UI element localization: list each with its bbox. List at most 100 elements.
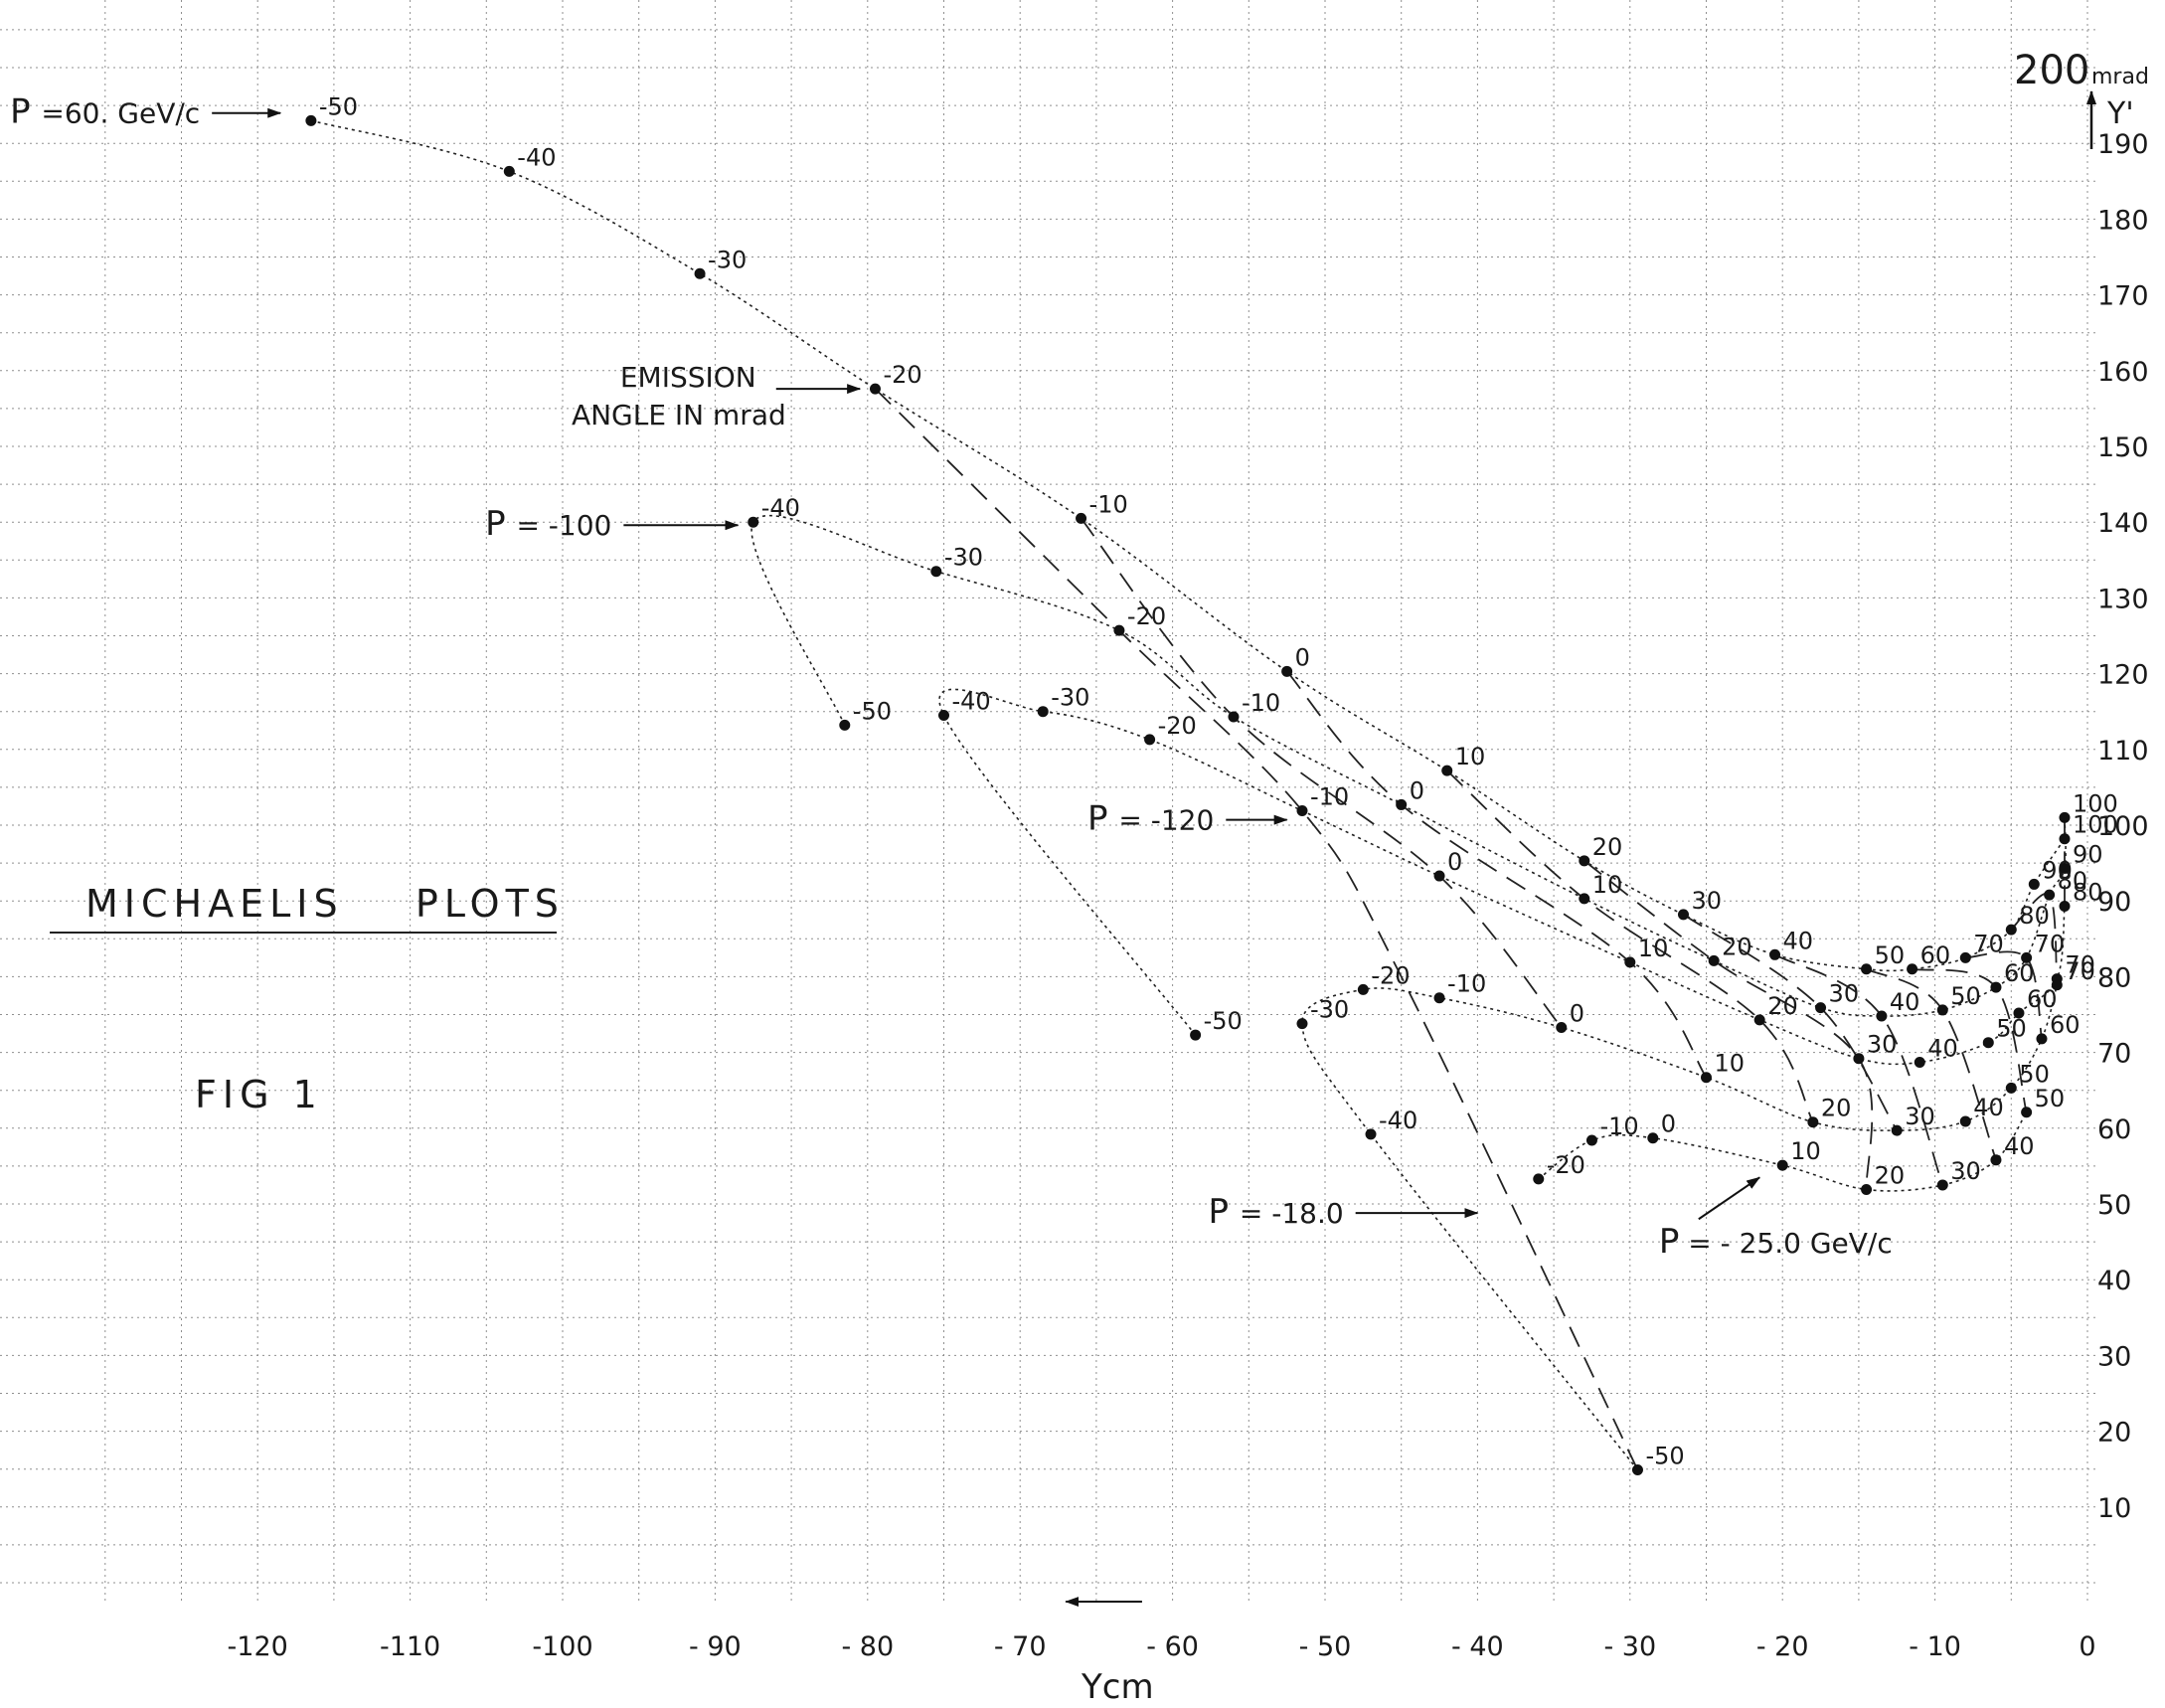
y-axis-label: Y' <box>2106 96 2134 131</box>
point-label: 80 <box>2073 879 2103 907</box>
point-label: 70 <box>2065 951 2095 979</box>
data-point <box>1936 1179 1948 1191</box>
data-point <box>1914 1057 1925 1069</box>
point-label: 40 <box>1783 927 1814 954</box>
point-label: 20 <box>1821 1095 1852 1122</box>
annotation-p-symbol: P <box>485 504 516 544</box>
point-label: 50 <box>1996 1015 2027 1043</box>
y-tick-label: 190 <box>2097 129 2149 160</box>
point-label: -50 <box>319 92 358 120</box>
data-point <box>869 383 881 395</box>
chart-title: MICHAELIS PLOTS <box>85 882 565 926</box>
data-point <box>1891 1124 1903 1136</box>
y-tick-label: 170 <box>2097 281 2149 312</box>
x-tick-label: -110 <box>380 1631 440 1662</box>
point-label: 30 <box>1950 1157 1981 1185</box>
y-tick-label: 30 <box>2097 1341 2131 1372</box>
y-tick-label: 80 <box>2097 962 2131 993</box>
point-label: 50 <box>2019 1060 2050 1088</box>
data-point <box>1776 1159 1788 1171</box>
data-point <box>1296 805 1308 817</box>
data-point <box>1853 1053 1865 1065</box>
data-point <box>1861 1184 1873 1196</box>
point-label: -50 <box>853 697 892 725</box>
point-label: -10 <box>1089 490 1128 518</box>
data-point <box>503 165 515 177</box>
annotation-text: P = -100 <box>485 504 611 544</box>
y-tick-label: 70 <box>2097 1039 2131 1070</box>
data-point <box>1936 1004 1948 1016</box>
emission-angle-line <box>1286 670 1708 1079</box>
point-label: 0 <box>1295 643 1310 671</box>
chart-subtitle: FIG 1 <box>195 1073 323 1116</box>
point-label: 90 <box>2073 840 2103 868</box>
data-point <box>1396 798 1408 810</box>
data-point <box>1441 765 1453 776</box>
data-point <box>1579 855 1590 867</box>
data-point <box>1701 1072 1712 1084</box>
point-label: 10 <box>1592 871 1623 899</box>
annotation-p-value: =60. GeV/c <box>41 97 200 130</box>
data-point <box>1281 665 1293 677</box>
point-label: 40 <box>1890 988 1920 1016</box>
point-label: 10 <box>1455 743 1486 770</box>
data-point <box>2059 811 2071 823</box>
data-point <box>1579 893 1590 905</box>
data-point <box>1585 1134 1597 1146</box>
x-tick-label: -100 <box>532 1631 592 1662</box>
y-tick-label: 180 <box>2097 205 2149 236</box>
data-point <box>305 114 317 126</box>
annotation-text: P = -18.0 <box>1209 1192 1344 1232</box>
point-label: -40 <box>952 688 991 716</box>
y-tick-label: 100 <box>2097 811 2149 842</box>
data-point <box>694 267 706 279</box>
data-point <box>1769 948 1781 960</box>
point-label: 60 <box>2050 1011 2081 1039</box>
point-label: -10 <box>1599 1112 1638 1140</box>
data-point <box>1357 983 1369 995</box>
data-point <box>1228 711 1240 723</box>
annotation-p-value: = -100 <box>516 509 611 542</box>
y-tick-label: 150 <box>2097 432 2149 463</box>
emission-angle-line <box>874 388 1639 1470</box>
point-label: 20 <box>1592 833 1623 861</box>
axis-ticks: -120 -110 -100- 90- 80- 70- 60- 50- 40- 30… <box>228 129 2149 1662</box>
x-tick-label: - 90 <box>689 1631 742 1662</box>
data-point <box>1807 1116 1819 1128</box>
point-label: 20 <box>1767 992 1798 1020</box>
point-label: 100 <box>2073 789 2118 817</box>
y-tick-label: 60 <box>2097 1114 2131 1145</box>
annotation-p-value: = -120 <box>1118 804 1214 837</box>
data-point <box>1113 624 1125 636</box>
point-label: -30 <box>1310 996 1349 1024</box>
data-point <box>839 719 851 731</box>
point-label: 40 <box>1927 1035 1958 1063</box>
y-tick-label: 20 <box>2097 1418 2131 1449</box>
curves <box>310 119 2067 1470</box>
data-point <box>1959 1115 1971 1127</box>
emission-angle-line <box>1080 517 1563 1029</box>
annotation-arrow <box>1698 1176 1761 1221</box>
emission-angle-line <box>1446 769 1814 1123</box>
point-label: -50 <box>1645 1442 1684 1469</box>
annotation-p-value: = -18.0 <box>1240 1197 1344 1230</box>
emission-angle-line <box>1965 950 2043 1040</box>
data-point <box>1365 1128 1377 1140</box>
data-point <box>2059 901 2071 913</box>
data-point <box>1959 951 1971 963</box>
point-label: 60 <box>1920 941 1951 969</box>
point-label: 50 <box>1950 982 1981 1010</box>
point-label: 10 <box>1715 1050 1746 1078</box>
point-label: 10 <box>1638 935 1669 962</box>
x-tick-label: - 70 <box>994 1631 1047 1662</box>
y-unit-label: mrad <box>2091 65 2149 89</box>
data-point <box>748 516 759 528</box>
annotation-text: ANGLE IN mrad <box>572 399 786 431</box>
point-label: 70 <box>1973 930 2004 957</box>
y-tick-label: 140 <box>2097 508 2149 539</box>
momentum-curve <box>310 119 2066 972</box>
x-tick-label: - 10 <box>1909 1631 1961 1662</box>
point-label: -50 <box>1204 1007 1243 1035</box>
y-top-label: 200 <box>2014 48 2089 93</box>
